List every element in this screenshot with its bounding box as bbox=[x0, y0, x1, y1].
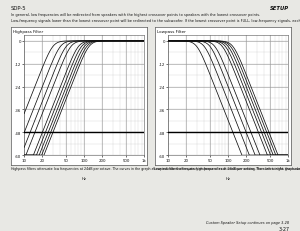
Text: Highpass filters attenuate low frequencies at 24dB per octave. The curves in the: Highpass filters attenuate low frequenci… bbox=[11, 166, 300, 170]
Text: Lowpass filters attenuate high frequencies at 24dB per octave. The curves in the: Lowpass filters attenuate high frequenci… bbox=[154, 166, 300, 170]
Text: Low-frequency signals lower than the lowest crossover point will be redirected t: Low-frequency signals lower than the low… bbox=[11, 18, 300, 22]
Text: In general, low frequencies will be redirected from speakers with the highest cr: In general, low frequencies will be redi… bbox=[11, 13, 260, 17]
Text: Custom Speaker Setup continues on page 3-28: Custom Speaker Setup continues on page 3… bbox=[206, 220, 290, 224]
Text: Hz: Hz bbox=[226, 176, 231, 180]
Text: Highpass Filter: Highpass Filter bbox=[13, 30, 44, 34]
Text: 3-27: 3-27 bbox=[278, 226, 290, 231]
Text: Lowpass Filter: Lowpass Filter bbox=[157, 30, 186, 34]
Text: Hz: Hz bbox=[82, 176, 87, 180]
Text: SETUP: SETUP bbox=[270, 6, 290, 11]
Text: SDP-5: SDP-5 bbox=[11, 6, 26, 11]
